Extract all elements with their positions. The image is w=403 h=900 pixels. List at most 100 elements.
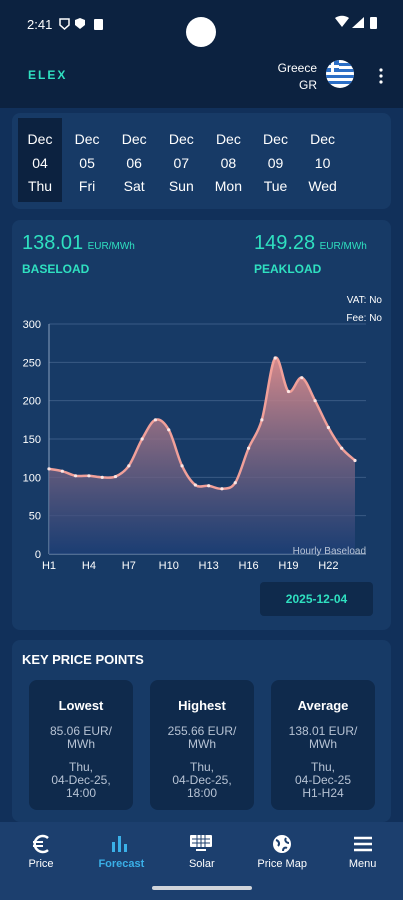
baseload-value: 138.01 EUR/MWh [22,232,135,254]
nav-item[interactable]: Price [28,858,54,870]
day-month: Dec [215,131,241,147]
x-tick-label: H4 [82,560,96,572]
price-point [313,399,317,403]
day-item[interactable]: Dec 08 Mon [206,118,250,202]
x-tick-label: H10 [159,560,179,572]
day-day: 08 [220,154,237,171]
vat-note: VAT: No [347,295,383,306]
price-point-card: Average 138.01 EUR/MWh Thu, 04-Dec-25 H1-H24 [271,680,375,810]
price-point [286,389,291,394]
day-weekday: Mon [214,178,242,194]
card-time: 04-Dec-25, [51,773,111,787]
card-time: Thu, [310,760,335,774]
x-tick-label: H19 [278,560,298,572]
y-tick-label: 200 [23,396,41,408]
day-day: 09 [267,154,284,171]
day-selector [12,113,391,209]
price-point [300,376,304,380]
price-point [153,418,158,422]
country-name[interactable]: Greece [277,61,317,75]
day-day: 06 [126,154,142,171]
nav-item[interactable]: Menu [348,858,377,870]
camera-cutout [186,17,216,47]
card-value: 138.01 EUR/ [288,724,358,738]
card-time: Thu, [68,760,93,774]
y-tick-label: 250 [23,357,41,369]
key-points-title: KEY PRICE POINTS [22,652,144,667]
day-item[interactable]: Dec 06 Sat [112,118,156,202]
price-chart: 0 50 100 150 200 250 300 H1 H4 H7 H10 H13 H16 H19 H22 V… [23,295,383,572]
system-icons [335,15,377,29]
card-time: 18:00 [186,786,218,800]
price-point [220,487,224,491]
price-point [353,458,357,463]
price-point [140,437,144,441]
day-item[interactable]: Dec 04 Thu [18,118,62,202]
baseload-label: BASELOAD [22,262,90,276]
card-time: Thu, [189,760,214,774]
x-tick-label: H16 [238,560,258,572]
day-day: 07 [173,154,190,171]
price-point-card: Highest 255.66 EUR/MWh Thu, 04-Dec-25, 18:00 [150,680,254,810]
day-item[interactable]: Dec 07 Sun [159,118,203,202]
nav-item[interactable]: Forecast [98,858,145,870]
price-point [233,481,237,485]
card-title: Average [297,698,349,713]
day-item[interactable]: Dec 09 Tue [254,118,298,202]
price-point [167,428,171,432]
day-month: Dec [74,131,100,147]
peakload-label: PEAKLOAD [254,262,322,276]
home-indicator [152,886,252,890]
card-value: 85.06 EUR/ [49,724,113,738]
price-point [180,464,184,468]
country-code[interactable]: GR [299,78,317,92]
day-weekday: Wed [308,178,337,194]
day-weekday: Thu [27,178,53,194]
card-title: Lowest [58,698,104,713]
status-time: 2:41 [27,17,53,32]
price-point [74,474,78,478]
day-weekday: Sun [168,178,194,194]
day-item[interactable]: Dec 10 Wed [301,118,345,202]
card-time: 04-Dec-25 [294,773,352,787]
card-time: 04-Dec-25, [172,773,232,787]
card-time: H1-H24 [302,786,344,800]
day-month: Dec [27,131,53,147]
x-tick-label: H7 [122,560,136,572]
date-button[interactable]: 2025-12-04 [260,582,373,616]
price-point [246,446,251,450]
price-point [47,467,51,471]
x-tick-label: H22 [318,560,338,572]
y-tick-label: 50 [29,511,41,523]
y-tick-label: 150 [23,434,41,446]
flag[interactable] [326,60,354,88]
card-value: MWh [309,737,337,751]
day-weekday: Tue [263,178,288,194]
card-time: 14:00 [65,786,97,800]
price-point [87,474,91,478]
y-tick-label: 100 [23,472,41,484]
x-tick-label: H1 [42,560,56,572]
area-fill [49,357,355,554]
nav-item[interactable]: Price Map [257,858,307,870]
card-value: 255.66 EUR/ [167,724,237,738]
price-point-card: Lowest 85.06 EUR/MWh Thu, 04-Dec-25, 14:00 [29,680,133,810]
day-day: 10 [314,154,331,171]
day-day: 04 [32,154,48,171]
y-tick-label: 300 [23,319,41,331]
day-item[interactable]: Dec 05 Fri [65,118,109,202]
price-point [60,469,64,473]
fee-note: Fee: No [346,313,382,324]
price-point [127,464,131,468]
price-point [113,474,118,479]
day-weekday: Sat [123,178,145,194]
overflow-menu[interactable] [378,68,384,84]
day-month: Dec [121,131,147,147]
card-title: Highest [178,698,226,713]
day-weekday: Fri [78,178,96,194]
logo[interactable]: ELEX [28,68,68,82]
card-value: MWh [188,737,216,751]
day-month: Dec [263,131,288,147]
series-label: Hourly Baseload [293,546,366,557]
nav-item[interactable]: Solar [188,858,215,870]
